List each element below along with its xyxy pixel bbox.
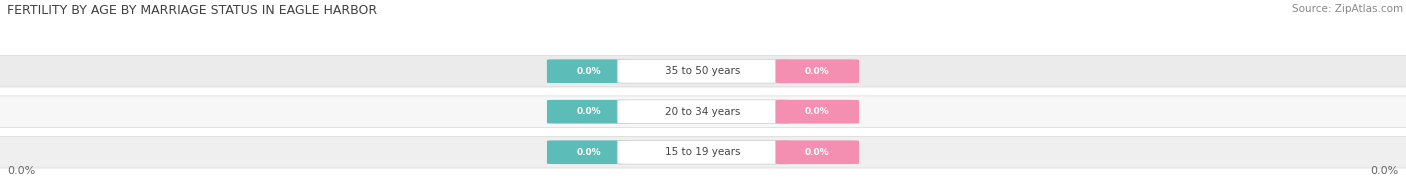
Text: Source: ZipAtlas.com: Source: ZipAtlas.com	[1292, 4, 1403, 14]
FancyBboxPatch shape	[776, 140, 859, 164]
FancyBboxPatch shape	[0, 55, 1406, 87]
FancyBboxPatch shape	[547, 100, 630, 124]
FancyBboxPatch shape	[617, 100, 789, 124]
Text: 0.0%: 0.0%	[804, 67, 830, 76]
Text: 0.0%: 0.0%	[804, 107, 830, 116]
Text: 0.0%: 0.0%	[576, 67, 602, 76]
Text: 0.0%: 0.0%	[576, 148, 602, 157]
Text: 20 to 34 years: 20 to 34 years	[665, 107, 741, 117]
FancyBboxPatch shape	[547, 140, 630, 164]
Text: 15 to 19 years: 15 to 19 years	[665, 147, 741, 157]
FancyBboxPatch shape	[617, 140, 789, 164]
Text: 0.0%: 0.0%	[7, 165, 35, 176]
FancyBboxPatch shape	[617, 59, 789, 83]
Text: 0.0%: 0.0%	[1371, 165, 1399, 176]
Text: 0.0%: 0.0%	[576, 107, 602, 116]
FancyBboxPatch shape	[0, 96, 1406, 128]
FancyBboxPatch shape	[547, 59, 630, 83]
Text: FERTILITY BY AGE BY MARRIAGE STATUS IN EAGLE HARBOR: FERTILITY BY AGE BY MARRIAGE STATUS IN E…	[7, 4, 377, 17]
FancyBboxPatch shape	[776, 59, 859, 83]
FancyBboxPatch shape	[776, 100, 859, 124]
Text: 35 to 50 years: 35 to 50 years	[665, 66, 741, 76]
FancyBboxPatch shape	[0, 136, 1406, 168]
Text: 0.0%: 0.0%	[804, 148, 830, 157]
